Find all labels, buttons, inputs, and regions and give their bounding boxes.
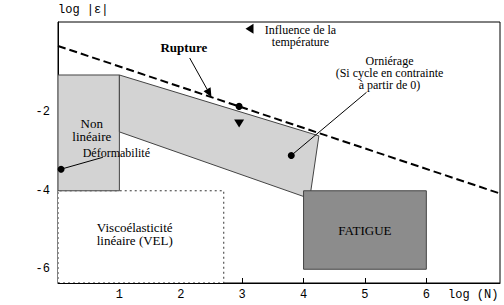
svg-text:à partir de 0): à partir de 0) — [359, 78, 421, 92]
svg-text:FATIGUE: FATIGUE — [338, 223, 391, 238]
svg-text:1: 1 — [116, 288, 123, 302]
svg-text:Viscoélasticité: Viscoélasticité — [96, 219, 173, 235]
svg-text:-6: -6 — [36, 262, 50, 276]
svg-text:(Si cycle en contrainte: (Si cycle en contrainte — [335, 66, 444, 80]
svg-text:Orniérage: Orniérage — [365, 54, 414, 68]
svg-text:température: température — [272, 35, 329, 49]
svg-text:Déformabilité: Déformabilité — [83, 146, 150, 160]
svg-text:5: 5 — [361, 288, 368, 302]
svg-text:3: 3 — [239, 288, 246, 302]
svg-text:Rupture: Rupture — [160, 40, 207, 55]
svg-text:log |ε|: log |ε| — [58, 3, 108, 17]
svg-text:-2: -2 — [36, 105, 50, 119]
svg-text:Influence de la: Influence de la — [264, 22, 337, 37]
svg-text:Non: Non — [80, 115, 103, 131]
svg-text:log (N): log (N) — [448, 288, 498, 302]
svg-text:-4: -4 — [36, 184, 50, 198]
svg-text:2: 2 — [177, 288, 184, 302]
svg-text:6: 6 — [423, 288, 430, 302]
svg-text:4: 4 — [300, 288, 307, 302]
svg-text:linéaire (VEL): linéaire (VEL) — [97, 233, 173, 248]
svg-text:linéaire: linéaire — [72, 129, 111, 144]
